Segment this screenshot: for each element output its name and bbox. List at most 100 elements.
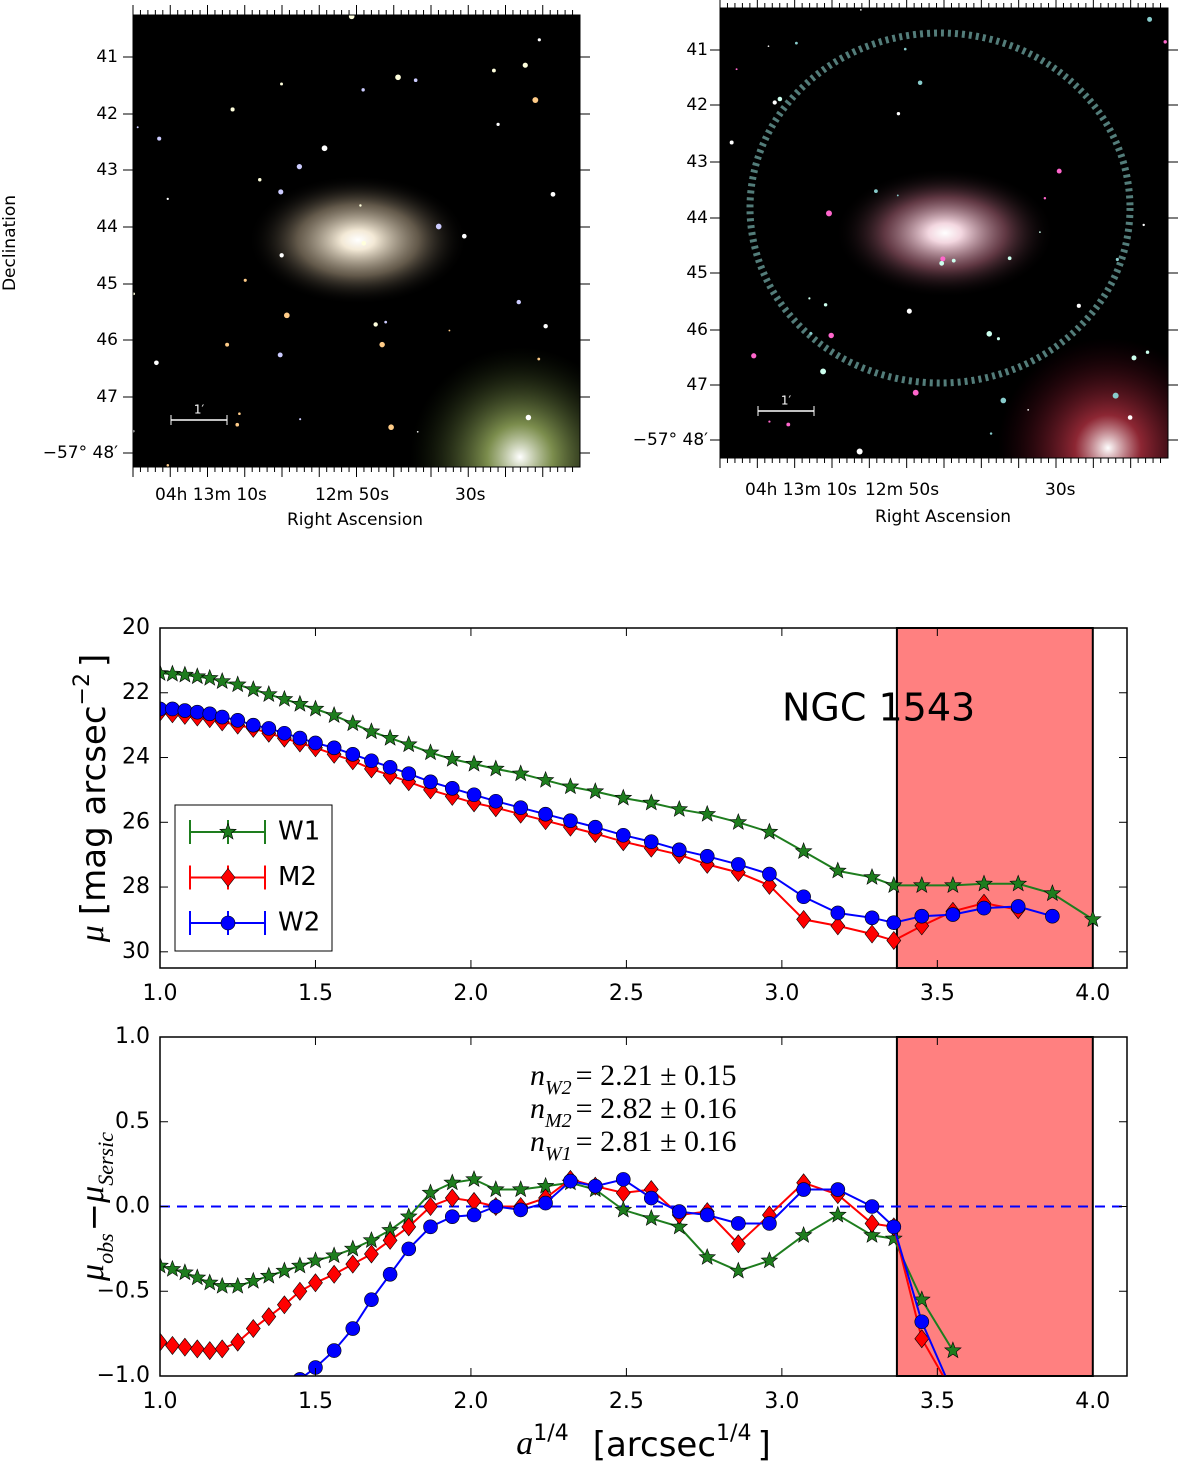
data-point	[261, 721, 277, 736]
data-point	[864, 1199, 880, 1214]
star	[361, 240, 367, 246]
data-point	[945, 907, 961, 922]
data-point	[245, 717, 261, 733]
star	[230, 107, 235, 112]
data-point	[762, 866, 777, 882]
star	[348, 15, 355, 20]
scale-label: 1′	[781, 394, 792, 408]
star	[1007, 256, 1012, 261]
data-point	[536, 770, 555, 788]
data-point	[275, 689, 294, 707]
bright-star-glow	[998, 338, 1168, 458]
star	[496, 122, 500, 127]
data-point	[382, 759, 398, 775]
star	[516, 299, 521, 305]
legend-marker	[219, 822, 237, 840]
data-point	[1043, 884, 1062, 902]
data-point	[886, 915, 902, 930]
star	[986, 331, 993, 337]
star	[238, 412, 241, 416]
star	[856, 448, 863, 455]
label-part: n	[530, 1059, 545, 1092]
data-point	[642, 1209, 661, 1226]
data-point	[160, 663, 169, 681]
data-point	[486, 759, 505, 777]
ra-tick-label: 04h 13m 10s	[155, 485, 267, 505]
label-part: = 2.21 ± 0.15	[576, 1059, 737, 1092]
star	[951, 258, 956, 263]
data-point	[275, 1261, 294, 1279]
star	[917, 80, 923, 86]
star	[729, 140, 734, 145]
data-point	[443, 1173, 462, 1191]
star	[543, 323, 548, 329]
data-point	[214, 709, 230, 725]
label-part: 1/4	[716, 1421, 751, 1446]
data-point	[444, 1188, 460, 1208]
data-point	[642, 793, 661, 811]
legend-marker	[220, 915, 236, 931]
star	[361, 88, 365, 92]
label-part: Sersic	[93, 1132, 118, 1186]
label-part: W2	[545, 1077, 572, 1099]
legend: W1 M2 W2	[174, 804, 333, 952]
dec-tick-label: 45	[96, 274, 118, 294]
data-point	[202, 706, 218, 722]
data-point	[830, 1182, 846, 1197]
data-point	[914, 1314, 930, 1330]
data-point	[671, 1204, 687, 1219]
label-part: ]	[757, 1425, 770, 1465]
star	[395, 74, 401, 81]
dec-tick-label: 41	[96, 47, 118, 67]
data-point	[643, 1190, 659, 1206]
bright-star-glow	[410, 347, 580, 467]
data-point	[513, 1202, 528, 1218]
data-point	[175, 1263, 194, 1281]
data-point	[615, 827, 631, 843]
data-point	[563, 813, 578, 828]
star	[283, 312, 290, 319]
dec-tick-label: 45	[686, 263, 708, 283]
y-tick-label: 20	[122, 615, 150, 640]
data-point	[443, 749, 462, 767]
star	[1027, 408, 1030, 411]
galaxy	[248, 175, 468, 305]
label-part: n	[530, 1125, 545, 1158]
label-part: n	[530, 1092, 545, 1125]
data-point	[796, 1182, 811, 1197]
dec-tick-label: −57° 48′	[633, 430, 708, 450]
data-point	[163, 1259, 182, 1277]
star	[1115, 257, 1119, 262]
star	[777, 96, 783, 102]
data-point	[670, 1217, 689, 1235]
y-tick-label: 1.0	[115, 1024, 150, 1049]
star	[525, 414, 532, 421]
data-point	[401, 1241, 417, 1257]
star	[379, 341, 385, 348]
y-axis-label: μobs−μSersic	[74, 1132, 118, 1282]
data-point	[586, 782, 605, 800]
data-point	[228, 675, 247, 693]
data-point	[160, 1256, 169, 1274]
data-point	[259, 1266, 278, 1284]
data-point	[760, 1251, 779, 1269]
label-part: μ	[74, 925, 111, 943]
data-point	[306, 699, 325, 717]
star	[912, 389, 919, 396]
dec-tick-label: 42	[96, 104, 118, 124]
data-point	[588, 819, 603, 835]
fit-result: nM2 = 2.82 ± 0.16	[530, 1092, 737, 1132]
y-axis-label: μ [mag arcsec−2]	[70, 654, 114, 943]
star	[461, 233, 467, 239]
data-point	[292, 730, 308, 746]
data-point	[364, 1292, 379, 1308]
star	[996, 337, 1000, 341]
star	[940, 256, 946, 262]
data-point	[864, 910, 880, 926]
data-point	[828, 861, 847, 879]
label-part: μ	[74, 1186, 111, 1204]
star	[416, 430, 419, 433]
data-point	[1083, 910, 1102, 927]
data-point	[163, 664, 182, 682]
data-point	[421, 1183, 440, 1201]
